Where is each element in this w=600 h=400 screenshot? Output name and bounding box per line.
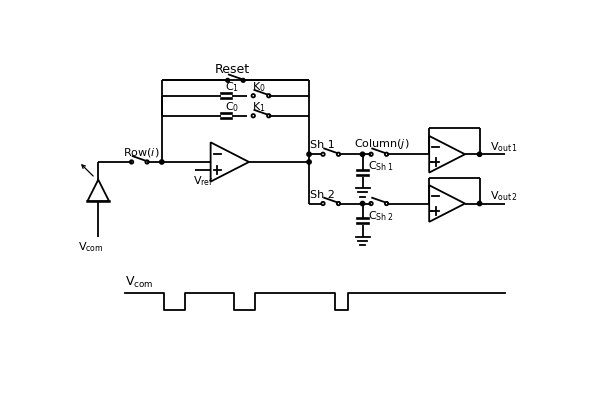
Text: $\mathregular{C_1}$: $\mathregular{C_1}$ xyxy=(224,80,239,94)
Text: $\mathregular{V_{com}}$: $\mathregular{V_{com}}$ xyxy=(78,240,104,254)
Circle shape xyxy=(307,160,311,164)
Text: Sh 2: Sh 2 xyxy=(310,190,335,200)
Circle shape xyxy=(361,152,365,156)
Text: $\mathregular{C_{Sh\,1}}$: $\mathregular{C_{Sh\,1}}$ xyxy=(368,160,393,174)
Text: $\mathregular{K_1}$: $\mathregular{K_1}$ xyxy=(252,100,265,114)
Text: $\mathregular{V_{com}}$: $\mathregular{V_{com}}$ xyxy=(125,275,154,290)
Circle shape xyxy=(307,152,311,156)
Text: $\mathregular{V_{ref}}$: $\mathregular{V_{ref}}$ xyxy=(193,174,214,188)
Text: $\mathregular{Row(}i\mathregular{)}$: $\mathregular{Row(}i\mathregular{)}$ xyxy=(123,146,160,159)
Text: $\mathregular{C_{Sh\,2}}$: $\mathregular{C_{Sh\,2}}$ xyxy=(368,209,393,223)
Circle shape xyxy=(160,160,164,164)
Circle shape xyxy=(361,201,365,206)
Polygon shape xyxy=(88,180,109,201)
Text: Sh 1: Sh 1 xyxy=(310,140,335,150)
Text: $\mathregular{C_0}$: $\mathregular{C_0}$ xyxy=(224,100,239,114)
Circle shape xyxy=(478,201,482,206)
Text: $\mathregular{Column(}j\mathregular{)}$: $\mathregular{Column(}j\mathregular{)}$ xyxy=(354,137,409,151)
Circle shape xyxy=(478,152,482,156)
Text: $\mathregular{V_{out\,2}}$: $\mathregular{V_{out\,2}}$ xyxy=(490,190,517,204)
Text: Reset: Reset xyxy=(215,63,250,76)
Text: $\mathregular{V_{out\,1}}$: $\mathregular{V_{out\,1}}$ xyxy=(490,140,518,154)
Text: $\mathregular{K_0}$: $\mathregular{K_0}$ xyxy=(252,80,265,94)
